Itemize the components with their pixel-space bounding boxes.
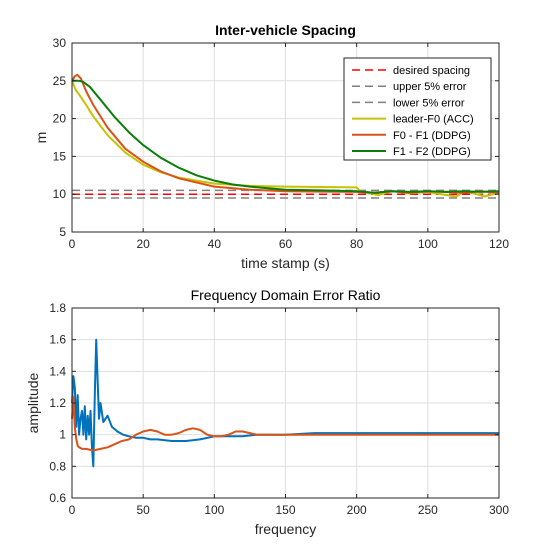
series-line: [71, 395, 499, 452]
y-tick-label: 1.6: [49, 333, 66, 347]
legend-label: upper 5% error: [393, 81, 467, 93]
x-tick-label: 80: [350, 237, 364, 251]
y-tick-label: 15: [53, 149, 67, 163]
x-axis-label: time stamp (s): [241, 255, 330, 271]
y-tick-label: 0.8: [49, 459, 66, 473]
y-tick-label: 5: [59, 225, 66, 239]
x-tick-label: 250: [418, 503, 438, 517]
y-axis-label: amplitude: [25, 372, 41, 433]
y-tick-label: 1.4: [49, 364, 66, 378]
legend-box: [343, 57, 492, 161]
x-tick-label: 40: [208, 237, 222, 251]
x-tick-label: 60: [279, 237, 293, 251]
x-tick-label: 50: [136, 503, 150, 517]
y-tick-label: 1.8: [49, 301, 66, 315]
x-tick-label: 0: [69, 237, 76, 251]
y-tick-label: 25: [53, 74, 67, 88]
legend-label: leader-F0 (ACC): [393, 114, 474, 126]
x-tick-label: 20: [136, 237, 150, 251]
series-line: [71, 338, 499, 468]
series-line: [72, 79, 500, 194]
chart-title: Inter-vehicle Spacing: [215, 22, 356, 38]
legend-label: desired spacing: [393, 65, 470, 77]
x-tick-label: 100: [204, 503, 224, 517]
y-tick-label: 20: [53, 112, 67, 126]
x-tick-label: 100: [418, 237, 438, 251]
series-line: [71, 80, 500, 198]
x-tick-label: 0: [69, 503, 76, 517]
x-tick-label: 300: [489, 503, 509, 517]
y-tick-label: 10: [53, 187, 67, 201]
legend-label: F0 - F1 (DDPG): [393, 130, 471, 142]
x-tick-label: 120: [489, 237, 509, 251]
y-tick-label: 1: [59, 428, 66, 442]
legend: desired spacing upper 5% error lower 5% er…: [343, 57, 492, 161]
spacing-chart: 0 20 40 60 80 100 120 5 10 15 20 25 30 Inter-vehicle …: [33, 22, 509, 271]
y-tick-label: 30: [53, 36, 67, 50]
x-axis-label: frequency: [255, 521, 316, 537]
x-tick-label: 150: [275, 503, 295, 517]
legend-label: F1 - F2 (DDPG): [393, 146, 471, 158]
y-tick-label: 0.6: [49, 491, 66, 505]
frequency-chart: 0 50 100 150 200 250 300 0.6 0.8 1 1.2 1.4 1.6 1.8 Fre…: [25, 287, 509, 537]
chart-title: Frequency Domain Error Ratio: [191, 287, 381, 303]
y-tick-label: 1.2: [49, 396, 66, 410]
x-tick-label: 200: [347, 503, 367, 517]
y-axis-label: m: [33, 132, 49, 144]
legend-label: lower 5% error: [393, 97, 465, 109]
